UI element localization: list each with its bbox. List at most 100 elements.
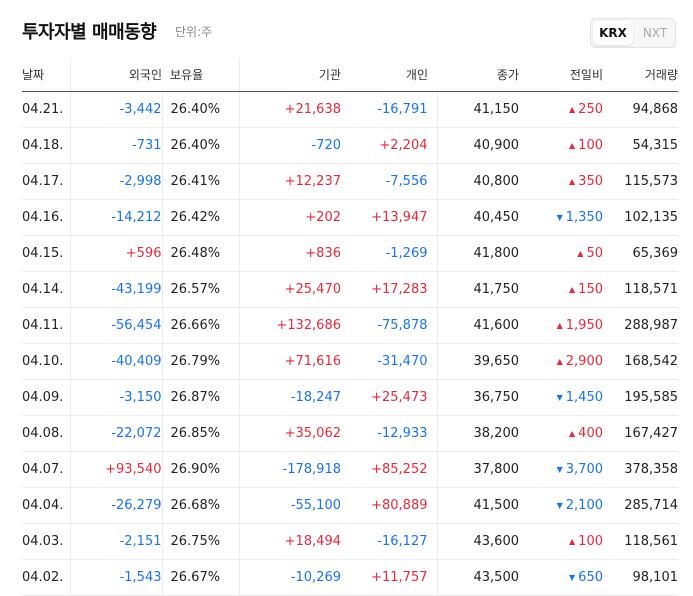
change-value: 2,100 (565, 498, 603, 513)
cell-ratio: 26.57% (162, 271, 240, 308)
change-value: 1,950 (565, 318, 603, 333)
cell-foreign: -2,151 (70, 523, 163, 560)
triangle-up-icon: ▲ (569, 429, 576, 438)
cell-foreign: -43,199 (70, 271, 163, 308)
page-title: 투자자별 매매동향 (22, 22, 157, 43)
cell-foreign: -22,072 (70, 415, 163, 452)
cell-volume: 118,561 (603, 523, 678, 560)
table-row: 04.04. -26,279 26.68% -55,100 +80,889 41,500 ▼… (22, 487, 678, 524)
cell-close: 40,800 (437, 163, 528, 200)
cell-change: ▲ 250 (528, 91, 603, 128)
cell-institution: +132,686 (239, 307, 341, 344)
cell-change: ▲ 400 (528, 415, 603, 452)
cell-institution: +836 (239, 235, 341, 272)
table-row: 04.18. -731 26.40% -720 +2,204 40,900 ▲ 100 54,3… (22, 127, 678, 164)
cell-date: 04.07. (22, 451, 71, 488)
cell-foreign: -3,150 (70, 379, 163, 416)
cell-close: 38,200 (437, 415, 528, 452)
table-header-row: 날짜 외국인 보유율 기관 개인 종가 전일비 거래량 (22, 58, 678, 92)
table-row: 04.07. +93,540 26.90% -178,918 +85,252 37,800… (22, 451, 678, 488)
cell-individual: -16,791 (341, 91, 438, 128)
cell-foreign: -2,998 (70, 163, 163, 200)
col-header-close: 종가 (437, 58, 528, 92)
cell-institution: +12,237 (239, 163, 341, 200)
col-header-ratio: 보유율 (162, 58, 240, 92)
cell-volume: 288,987 (603, 307, 678, 344)
table-row: 04.15. +596 26.48% +836 -1,269 41,800 ▲ 50 65,36… (22, 235, 678, 272)
cell-close: 41,150 (437, 91, 528, 128)
cell-individual: -7,556 (341, 163, 438, 200)
col-header-change: 전일비 (528, 58, 603, 92)
cell-individual: -31,470 (341, 343, 438, 380)
cell-foreign: -731 (70, 127, 163, 164)
cell-individual: -75,878 (341, 307, 438, 344)
cell-ratio: 26.41% (162, 163, 240, 200)
cell-date: 04.18. (22, 127, 71, 164)
col-header-institution: 기관 (239, 58, 341, 92)
cell-individual: +85,252 (341, 451, 438, 488)
cell-individual: +25,473 (341, 379, 438, 416)
cell-foreign: -1,543 (70, 559, 163, 596)
cell-date: 04.21. (22, 91, 71, 128)
cell-institution: -720 (239, 127, 341, 164)
cell-close: 41,500 (437, 487, 528, 524)
triangle-up-icon: ▲ (556, 321, 563, 330)
cell-foreign: +93,540 (70, 451, 163, 488)
cell-foreign: -56,454 (70, 307, 163, 344)
cell-close: 43,500 (437, 559, 528, 596)
table-row: 04.09. -3,150 26.87% -18,247 +25,473 36,750 ▼ 1… (22, 379, 678, 416)
cell-date: 04.16. (22, 199, 71, 236)
cell-volume: 115,573 (603, 163, 678, 200)
cell-volume: 94,868 (603, 91, 678, 128)
cell-change: ▼ 3,700 (528, 451, 603, 488)
change-value: 1,350 (565, 210, 603, 225)
cell-ratio: 26.68% (162, 487, 240, 524)
cell-change: ▲ 1,950 (528, 307, 603, 344)
cell-change: ▲ 100 (528, 523, 603, 560)
change-value: 50 (586, 246, 603, 261)
change-value: 350 (578, 174, 603, 189)
triangle-up-icon: ▲ (569, 141, 576, 150)
cell-ratio: 26.66% (162, 307, 240, 344)
change-value: 250 (578, 102, 603, 117)
change-value: 100 (578, 534, 603, 549)
cell-volume: 54,315 (603, 127, 678, 164)
table-row: 04.16. -14,212 26.42% +202 +13,947 40,450 ▼ 1,3… (22, 199, 678, 236)
cell-change: ▲ 2,900 (528, 343, 603, 380)
triangle-down-icon: ▼ (556, 501, 563, 510)
cell-ratio: 26.42% (162, 199, 240, 236)
cell-foreign: -40,409 (70, 343, 163, 380)
cell-volume: 195,585 (603, 379, 678, 416)
cell-date: 04.02. (22, 559, 71, 596)
cell-ratio: 26.79% (162, 343, 240, 380)
tab-krx[interactable]: KRX (593, 21, 633, 45)
triangle-up-icon: ▲ (569, 537, 576, 546)
cell-institution: -18,247 (239, 379, 341, 416)
cell-close: 43,600 (437, 523, 528, 560)
cell-volume: 65,369 (603, 235, 678, 272)
cell-institution: +18,494 (239, 523, 341, 560)
cell-ratio: 26.85% (162, 415, 240, 452)
cell-date: 04.03. (22, 523, 71, 560)
cell-change: ▼ 2,100 (528, 487, 603, 524)
cell-close: 41,750 (437, 271, 528, 308)
cell-date: 04.17. (22, 163, 71, 200)
cell-date: 04.09. (22, 379, 71, 416)
change-value: 150 (578, 282, 603, 297)
table-row: 04.10. -40,409 26.79% +71,616 -31,470 39,650 ▲… (22, 343, 678, 380)
triangle-up-icon: ▲ (556, 357, 563, 366)
cell-ratio: 26.40% (162, 91, 240, 128)
cell-ratio: 26.48% (162, 235, 240, 272)
market-toggle: KRX NXT (590, 18, 676, 48)
table-row: 04.17. -2,998 26.41% +12,237 -7,556 40,800 ▲ 35… (22, 163, 678, 200)
cell-change: ▲ 50 (528, 235, 603, 272)
cell-date: 04.04. (22, 487, 71, 524)
investor-trend-header: 투자자별 매매동향 단위:주 KRX NXT (22, 14, 682, 54)
cell-close: 37,800 (437, 451, 528, 488)
cell-close: 39,650 (437, 343, 528, 380)
cell-volume: 102,135 (603, 199, 678, 236)
cell-individual: +2,204 (341, 127, 438, 164)
cell-institution: -55,100 (239, 487, 341, 524)
cell-ratio: 26.75% (162, 523, 240, 560)
tab-nxt[interactable]: NXT (642, 26, 668, 40)
